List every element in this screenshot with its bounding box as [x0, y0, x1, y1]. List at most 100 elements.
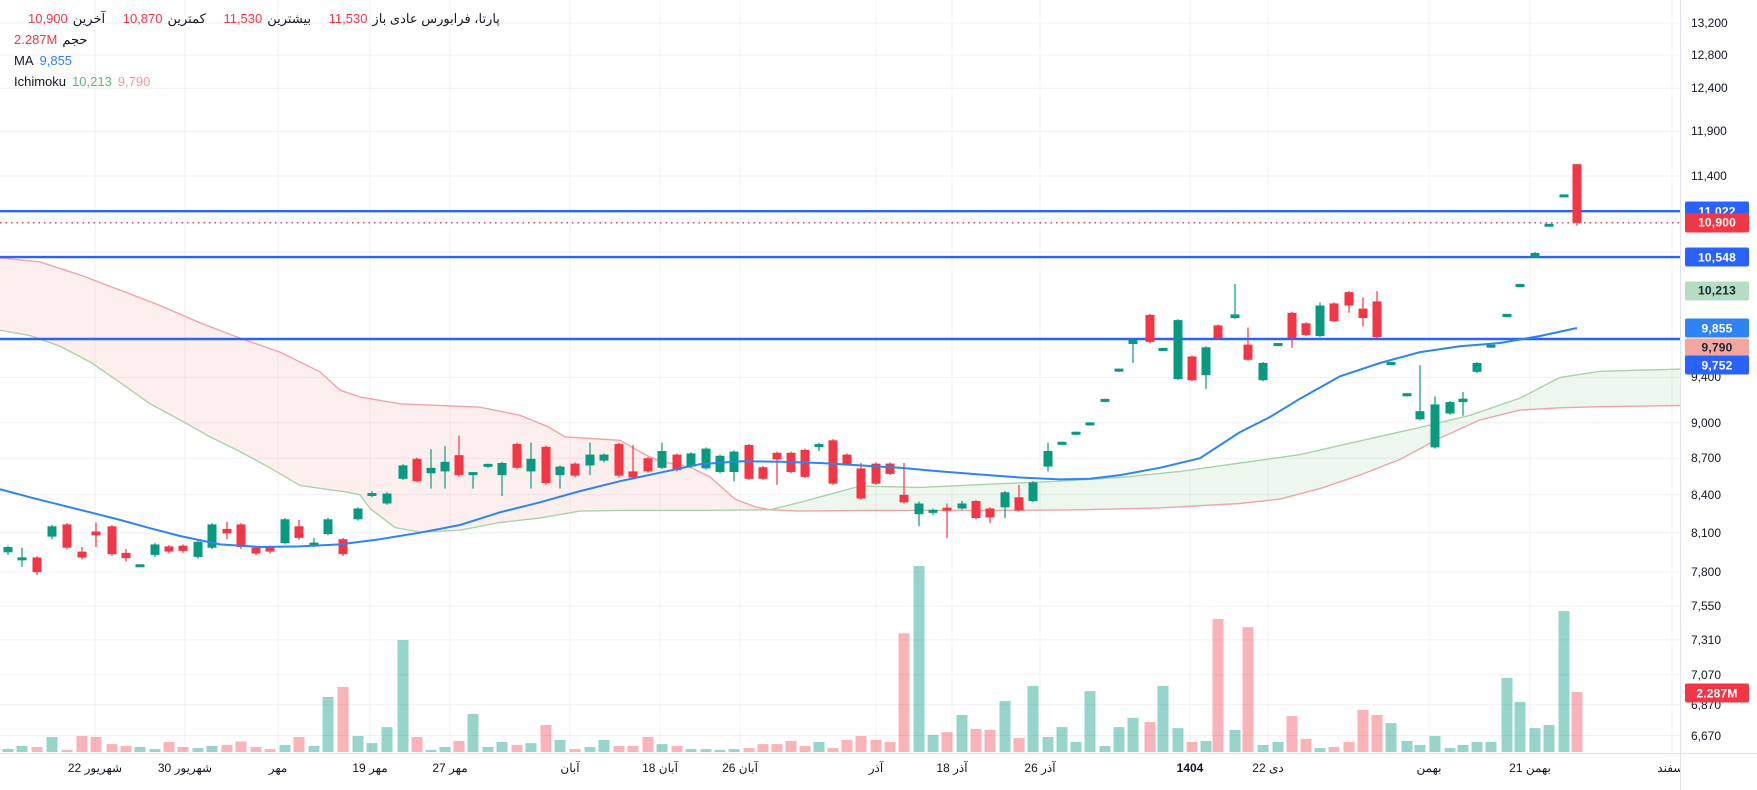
volume-bar — [279, 744, 291, 752]
candle-body — [178, 545, 188, 551]
volume-bar — [1013, 738, 1025, 752]
candle-body — [1187, 356, 1197, 381]
price-axis[interactable]: 13,20012,80012,40011,90011,40010,6009,40… — [1680, 0, 1757, 753]
volume-bar — [206, 746, 218, 752]
volume-bar — [1300, 738, 1312, 752]
candle-body — [1287, 312, 1297, 339]
volume-bar — [1328, 747, 1340, 752]
volume-bar — [700, 749, 712, 752]
legend: پارتا، فرابورس عادی باز 11,530 بیشترین 11,… — [14, 8, 500, 92]
candle-body — [1273, 343, 1283, 347]
price-axis-badge: 9,855 — [1685, 318, 1749, 338]
volume-bar — [728, 749, 740, 752]
candle-body — [353, 508, 363, 520]
volume-bar — [337, 686, 349, 752]
volume-bar — [1357, 710, 1369, 752]
volume-bar — [177, 747, 189, 752]
volume-bar — [2, 749, 14, 752]
candle-body — [1358, 308, 1368, 318]
low-value: 10,870 — [122, 11, 163, 26]
volume-bar — [163, 742, 175, 752]
candle-body — [1057, 441, 1067, 445]
candle-body — [971, 501, 981, 518]
volume-bar — [1113, 727, 1125, 752]
volume-label: حجم — [62, 32, 88, 47]
time-axis-label: آذر — [868, 761, 884, 775]
candle-body — [77, 551, 87, 558]
volume-bar — [656, 744, 668, 752]
volume-bar — [1371, 715, 1383, 752]
volume-bar — [1144, 722, 1156, 752]
candle-body — [398, 465, 408, 479]
time-axis-label: اسفند — [1657, 761, 1680, 775]
volume-bar — [941, 732, 953, 752]
price-axis-label: 7,310 — [1691, 632, 1722, 647]
volume-bar — [1457, 744, 1469, 752]
volume-bar — [813, 742, 825, 752]
candle-body — [772, 452, 782, 460]
candle-body — [1243, 344, 1253, 360]
volume-bar — [106, 744, 118, 752]
volume-bar — [453, 741, 465, 752]
candle-body — [555, 466, 565, 476]
ichimoku-bear-cloud-bottom-line — [0, 329, 771, 533]
candle-body — [1145, 314, 1155, 342]
candle-body — [135, 564, 145, 568]
candlestick-chart-pane[interactable] — [0, 0, 1680, 753]
candle-body — [1559, 194, 1569, 198]
candle-body — [62, 524, 72, 548]
open-value: 11,530 — [328, 11, 368, 26]
candle-body — [1315, 305, 1325, 336]
volume-bar — [31, 747, 43, 752]
low-label: کمترین — [167, 11, 206, 26]
volume-bar — [1200, 741, 1212, 752]
candle-body — [1028, 482, 1038, 501]
candle-body — [599, 454, 609, 461]
candle-body — [468, 472, 478, 476]
candle-body — [107, 526, 117, 555]
ma-line — [0, 327, 1578, 548]
candle-body — [1114, 368, 1124, 372]
volume-bar — [467, 714, 479, 752]
volume-bar — [771, 744, 783, 752]
volume-bar — [250, 747, 262, 752]
volume-bar — [90, 737, 102, 752]
price-axis-badge: 9,790 — [1685, 338, 1749, 358]
volume-bar — [1042, 737, 1054, 752]
volume-bar — [827, 748, 839, 752]
volume-bar — [1286, 716, 1298, 752]
candle-body — [1486, 344, 1496, 348]
volume-bar — [235, 741, 247, 752]
candle-body — [47, 526, 57, 537]
volume-bar — [841, 739, 853, 752]
high-value: 11,530 — [223, 11, 263, 26]
price-axis-badge: 2.287M — [1685, 683, 1749, 703]
volume-bar — [1529, 728, 1541, 752]
volume-bar — [1056, 727, 1068, 752]
price-axis-label: 11,400 — [1691, 169, 1727, 183]
volume-bar — [1257, 744, 1269, 752]
candle-body — [1415, 411, 1425, 420]
ichimoku-bear-cloud — [0, 257, 770, 533]
volume-bar — [569, 749, 581, 752]
candle-body — [570, 463, 580, 476]
candle-body — [1572, 164, 1582, 223]
volume-bar — [411, 737, 423, 752]
price-axis-label: 7,070 — [1691, 667, 1722, 682]
volume-bar — [397, 640, 409, 752]
volume-bar — [1444, 748, 1456, 752]
high-label: بیشترین — [267, 11, 311, 26]
candle-body — [899, 494, 909, 503]
candle-body — [856, 468, 866, 499]
candle-body — [985, 508, 995, 518]
candle-body — [928, 509, 938, 513]
time-axis[interactable]: 22 شهریور 30 شهریور مهر 19 مهر 27 مهر آبان 18 … — [0, 753, 1680, 790]
volume-bar — [956, 715, 968, 752]
volume-bar — [381, 727, 393, 752]
candle-body — [672, 454, 682, 471]
volume-bar — [61, 749, 73, 752]
candle-body — [541, 446, 551, 483]
time-axis-label: 1404 — [1176, 761, 1204, 775]
volume-bar — [120, 746, 132, 752]
